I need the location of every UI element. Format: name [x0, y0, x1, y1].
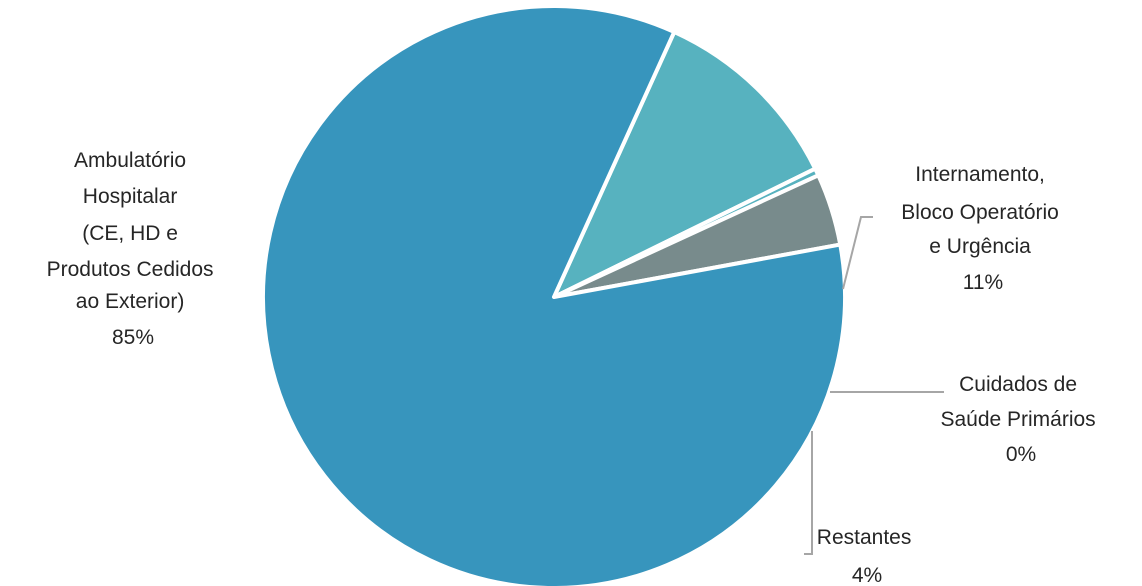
slice-labels: Internamento, Bloco Operatório e Urgênci…	[47, 149, 1101, 586]
slice-label-internamento: Internamento, Bloco Operatório e Urgênci…	[901, 163, 1064, 294]
slice-label-restantes: Restantes 4%	[817, 526, 917, 586]
leader-lines	[804, 216, 944, 555]
pie-slice-internamento	[552, 29, 818, 299]
leader-line-internamento	[842, 216, 873, 290]
slice-label-ambulatorio: Ambulatório Hospitalar (CE, HD e Produto…	[47, 149, 220, 349]
pie-slice-ambulatorio	[261, 4, 847, 586]
leader-line-restantes	[804, 431, 813, 555]
slice-label-cuidados: Cuidados de Saúde Primários 0%	[940, 373, 1101, 466]
pie-slices	[261, 4, 847, 586]
